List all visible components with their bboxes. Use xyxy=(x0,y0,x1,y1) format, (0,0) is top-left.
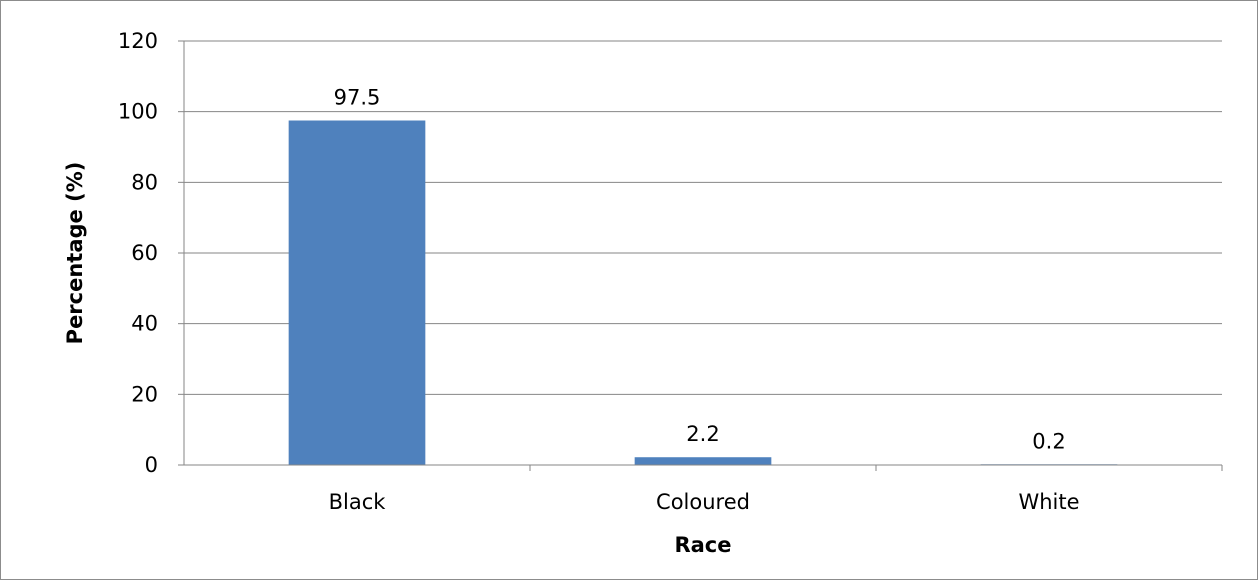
y-tick-label: 40 xyxy=(131,312,158,336)
y-tick-label: 60 xyxy=(131,241,158,265)
labels: 0 20 40 60 80 100 120 Black 97.5 Coloured 2.2 White… xyxy=(118,29,1080,514)
data-label-black: 97.5 xyxy=(334,86,381,110)
y-tick-label: 100 xyxy=(118,100,158,124)
y-tick-label: 0 xyxy=(145,453,158,477)
y-axis-title: Percentage (%) xyxy=(63,162,87,345)
x-tick-label-coloured: Coloured xyxy=(656,490,750,514)
axes xyxy=(178,40,1223,471)
bar-black xyxy=(288,120,426,465)
y-tick-label: 120 xyxy=(118,29,158,53)
x-tick-label-white: White xyxy=(1018,490,1079,514)
data-label-white: 0.2 xyxy=(1032,429,1065,453)
x-axis-title: Race xyxy=(674,533,731,557)
data-label-coloured: 2.2 xyxy=(686,422,719,446)
x-tick-label-black: Black xyxy=(329,490,387,514)
y-tick-label: 80 xyxy=(131,170,158,194)
y-tick-label: 20 xyxy=(131,382,158,406)
bars xyxy=(288,120,1118,465)
bar-coloured xyxy=(634,457,772,465)
